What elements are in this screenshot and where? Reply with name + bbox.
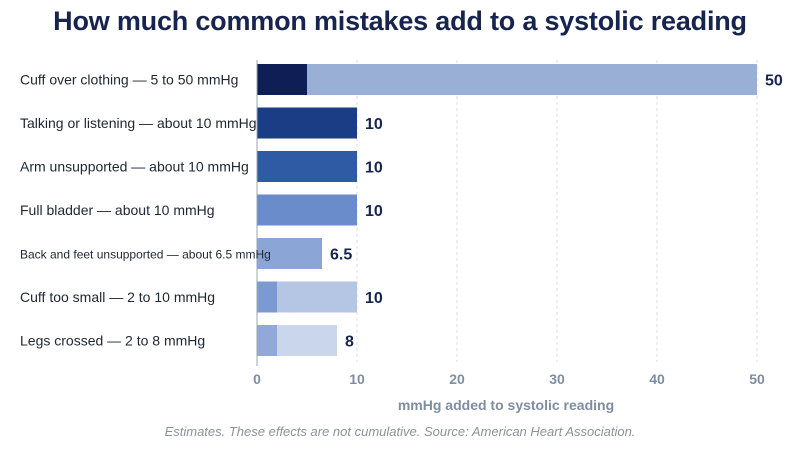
bar bbox=[257, 281, 277, 313]
x-tick-label: 20 bbox=[449, 371, 465, 387]
category-label: Cuff too small — 2 to 10 mmHg bbox=[20, 289, 215, 305]
category-label: Cuff over clothing — 5 to 50 mmHg bbox=[20, 72, 238, 88]
bar bbox=[257, 107, 357, 139]
chart-title: How much common mistakes add to a systol… bbox=[53, 6, 747, 36]
category-label: Legs crossed — 2 to 8 mmHg bbox=[20, 333, 205, 349]
category-labels: Cuff over clothing — 5 to 50 mmHg Talking… bbox=[20, 72, 271, 349]
bar bbox=[257, 194, 357, 226]
x-axis: 0 10 20 30 40 50 bbox=[253, 60, 765, 387]
category-label: Back and feet unsupported — about 6.5 mm… bbox=[20, 248, 271, 262]
bar-value-label: 10 bbox=[365, 290, 383, 307]
x-tick-label: 30 bbox=[549, 371, 565, 387]
x-tick-label: 0 bbox=[253, 371, 261, 387]
category-label: Arm unsupported — about 10 mmHg bbox=[20, 159, 249, 175]
bar-value-label: 10 bbox=[365, 116, 383, 133]
x-tick-label: 50 bbox=[749, 371, 765, 387]
category-label: Full bladder — about 10 mmHg bbox=[20, 202, 215, 218]
category-label: Talking or listening — about 10 mmHg bbox=[20, 115, 257, 131]
x-tick-label: 40 bbox=[649, 371, 665, 387]
bar bbox=[257, 325, 277, 356]
grid-lines bbox=[356, 60, 758, 362]
bar-value-label: 6.5 bbox=[330, 247, 352, 264]
bar-value-label: 10 bbox=[365, 203, 383, 220]
bar-value-label: 50 bbox=[765, 73, 783, 90]
x-axis-title: mmHg added to systolic reading bbox=[398, 397, 614, 413]
bar-series: 50 10 10 10 6.5 10 8 bbox=[257, 64, 783, 356]
bar bbox=[257, 238, 322, 269]
x-tick-label: 10 bbox=[349, 371, 365, 387]
bar-value-label: 10 bbox=[365, 160, 383, 177]
bar-range bbox=[257, 64, 757, 95]
bar bbox=[257, 151, 357, 182]
bar bbox=[257, 64, 307, 95]
chart-footnote: Estimates. These effects are not cumulat… bbox=[164, 424, 636, 439]
bar-value-label: 8 bbox=[345, 334, 354, 351]
